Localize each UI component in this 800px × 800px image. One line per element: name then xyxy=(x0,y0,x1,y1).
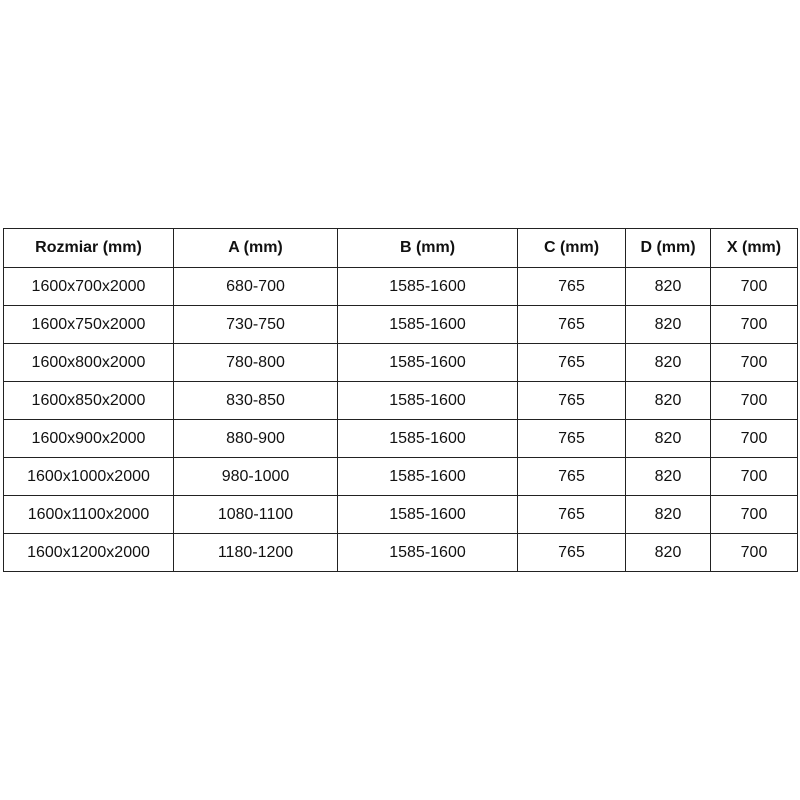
cell-a: 680-700 xyxy=(173,267,338,306)
cell-size: 1600x850x2000 xyxy=(3,381,174,420)
cell-d: 820 xyxy=(625,381,711,420)
cell-d: 820 xyxy=(625,457,711,496)
cell-c: 765 xyxy=(517,267,626,306)
table-row: 1600x900x2000 880-900 1585-1600 765 820 700 xyxy=(3,419,798,458)
header-d: D (mm) xyxy=(625,228,711,268)
cell-a: 780-800 xyxy=(173,343,338,382)
cell-c: 765 xyxy=(517,305,626,344)
cell-x: 700 xyxy=(710,267,798,306)
cell-size: 1600x750x2000 xyxy=(3,305,174,344)
cell-size: 1600x1100x2000 xyxy=(3,495,174,534)
cell-a: 980-1000 xyxy=(173,457,338,496)
header-size: Rozmiar (mm) xyxy=(3,228,174,268)
header-c: C (mm) xyxy=(517,228,626,268)
table-row: 1600x750x2000 730-750 1585-1600 765 820 700 xyxy=(3,305,798,344)
dimensions-table: Rozmiar (mm) A (mm) B (mm) C (mm) D (mm)… xyxy=(3,228,798,572)
header-x: X (mm) xyxy=(710,228,798,268)
table-row: 1600x1100x2000 1080-1100 1585-1600 765 820 70… xyxy=(3,495,798,534)
cell-b: 1585-1600 xyxy=(337,381,518,420)
cell-b: 1585-1600 xyxy=(337,457,518,496)
cell-size: 1600x900x2000 xyxy=(3,419,174,458)
header-row: Rozmiar (mm) A (mm) B (mm) C (mm) D (mm)… xyxy=(3,228,798,268)
cell-d: 820 xyxy=(625,343,711,382)
cell-a: 830-850 xyxy=(173,381,338,420)
cell-size: 1600x700x2000 xyxy=(3,267,174,306)
cell-b: 1585-1600 xyxy=(337,419,518,458)
cell-x: 700 xyxy=(710,381,798,420)
cell-size: 1600x1000x2000 xyxy=(3,457,174,496)
cell-x: 700 xyxy=(710,305,798,344)
table-row: 1600x1200x2000 1180-1200 1585-1600 765 820 70… xyxy=(3,533,798,572)
cell-c: 765 xyxy=(517,381,626,420)
cell-d: 820 xyxy=(625,495,711,534)
cell-a: 1080-1100 xyxy=(173,495,338,534)
cell-d: 820 xyxy=(625,533,711,572)
cell-b: 1585-1600 xyxy=(337,495,518,534)
cell-x: 700 xyxy=(710,343,798,382)
cell-a: 1180-1200 xyxy=(173,533,338,572)
cell-x: 700 xyxy=(710,533,798,572)
cell-c: 765 xyxy=(517,419,626,458)
cell-c: 765 xyxy=(517,495,626,534)
cell-a: 880-900 xyxy=(173,419,338,458)
cell-x: 700 xyxy=(710,419,798,458)
cell-a: 730-750 xyxy=(173,305,338,344)
cell-c: 765 xyxy=(517,533,626,572)
table-row: 1600x700x2000 680-700 1585-1600 765 820 700 xyxy=(3,267,798,306)
table-row: 1600x850x2000 830-850 1585-1600 765 820 700 xyxy=(3,381,798,420)
cell-size: 1600x1200x2000 xyxy=(3,533,174,572)
table-row: 1600x1000x2000 980-1000 1585-1600 765 820 700 xyxy=(3,457,798,496)
cell-size: 1600x800x2000 xyxy=(3,343,174,382)
cell-d: 820 xyxy=(625,419,711,458)
cell-b: 1585-1600 xyxy=(337,267,518,306)
cell-x: 700 xyxy=(710,457,798,496)
cell-b: 1585-1600 xyxy=(337,343,518,382)
cell-b: 1585-1600 xyxy=(337,305,518,344)
cell-b: 1585-1600 xyxy=(337,533,518,572)
cell-c: 765 xyxy=(517,457,626,496)
cell-x: 700 xyxy=(710,495,798,534)
cell-c: 765 xyxy=(517,343,626,382)
cell-d: 820 xyxy=(625,267,711,306)
cell-d: 820 xyxy=(625,305,711,344)
table-row: 1600x800x2000 780-800 1585-1600 765 820 700 xyxy=(3,343,798,382)
header-a: A (mm) xyxy=(173,228,338,268)
header-b: B (mm) xyxy=(337,228,518,268)
